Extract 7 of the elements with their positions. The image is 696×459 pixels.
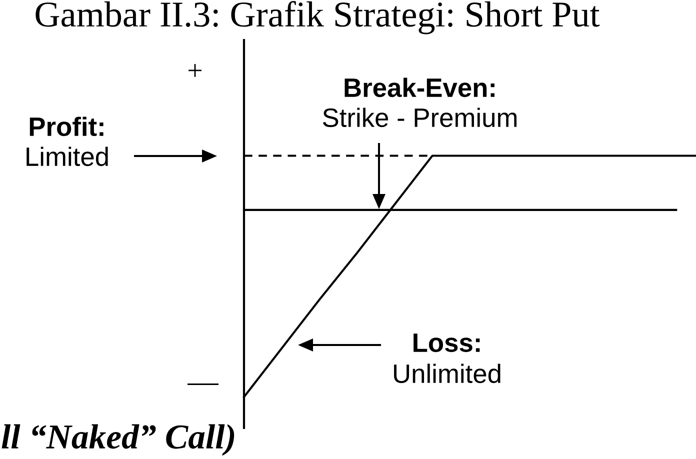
text: Break-Even: Strike - Premium [322, 78, 516, 128]
text: — [188, 383, 218, 385]
text: + [188, 64, 202, 77]
chart-title: Gambar II.3: Grafik Strategi: Short Put [36, 1, 600, 34]
text: ll “Naked” Call) [2, 424, 234, 456]
annotation: Loss: Unlimited [394, 334, 500, 384]
text: Profit: Limited [26, 116, 108, 166]
